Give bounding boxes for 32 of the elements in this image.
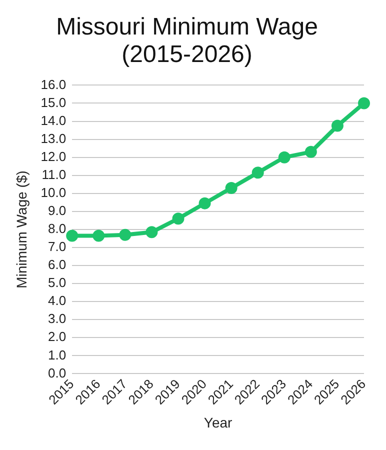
- point: [358, 97, 370, 110]
- y-tick-label: 12.0: [40, 148, 66, 164]
- y-tick-label: 8.0: [48, 221, 66, 236]
- point: [331, 120, 344, 132]
- y-tick-label: 3.0: [48, 311, 66, 326]
- point: [225, 182, 238, 194]
- y-tick-label: 7.0: [48, 239, 66, 254]
- y-tick-label: 16.0: [40, 76, 66, 92]
- y-tick-label: 4.0: [48, 293, 66, 308]
- point: [252, 166, 264, 179]
- y-tick-label: 14.0: [40, 112, 66, 128]
- point: [198, 197, 211, 210]
- point: [119, 228, 132, 241]
- y-tick-label: 5.0: [48, 275, 66, 290]
- point: [304, 146, 317, 158]
- y-tick-label: 2.0: [48, 329, 66, 344]
- y-tick-label: 10.0: [40, 184, 66, 200]
- point: [66, 230, 78, 242]
- chart-title: Missouri Minimum Wage (2015-2026): [56, 13, 318, 68]
- point: [92, 230, 105, 242]
- point: [278, 151, 290, 164]
- y-tick-label: 15.0: [40, 94, 66, 110]
- y-tick-label: 9.0: [48, 203, 66, 218]
- y-tick-label: 1.0: [48, 347, 66, 362]
- y-tick-label: 13.0: [40, 130, 66, 146]
- x-axis-title: Year: [204, 414, 233, 430]
- point: [172, 212, 184, 225]
- point: [146, 226, 158, 238]
- y-tick-label: 0.0: [48, 365, 66, 380]
- y-tick-label: 6.0: [48, 257, 66, 272]
- y-tick-label: 11.0: [42, 166, 66, 182]
- y-axis-title: Minimum Wage ($): [13, 170, 30, 288]
